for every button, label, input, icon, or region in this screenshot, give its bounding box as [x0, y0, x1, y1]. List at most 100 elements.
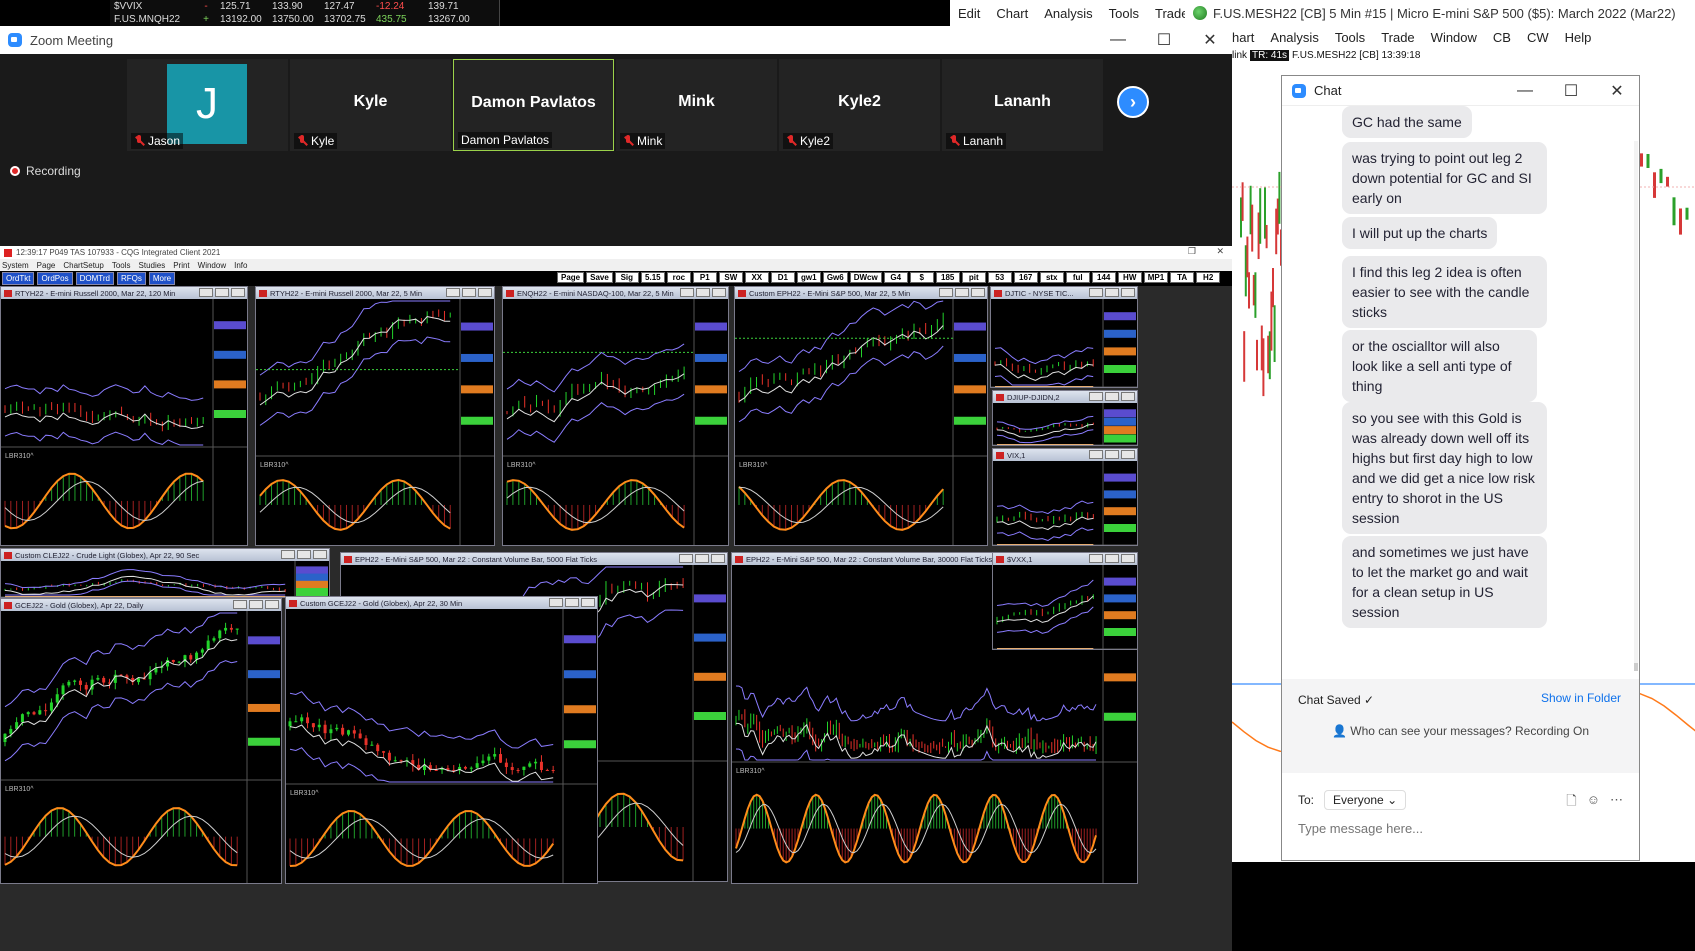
restore-button[interactable]: ❐ — [1187, 246, 1196, 256]
minimize-button[interactable] — [679, 554, 693, 563]
page-toolbar-button[interactable]: P1 — [692, 272, 717, 283]
menu-cw[interactable]: CW — [1526, 29, 1549, 45]
chart-window-titlebar[interactable]: VIX,1 — [993, 449, 1137, 461]
page-toolbar-button[interactable]: 144 — [1091, 272, 1116, 283]
minimize-button[interactable] — [1089, 288, 1103, 297]
maximize-button[interactable]: ☐ — [1563, 83, 1579, 100]
minimize-button[interactable] — [446, 288, 460, 297]
page-toolbar-button[interactable]: gw1 — [796, 272, 821, 283]
show-in-folder-link[interactable]: Show in Folder — [1540, 691, 1621, 705]
chart-canvas[interactable]: LBR310^ — [1, 299, 247, 545]
chart-window[interactable]: Custom CLEJ22 - Crude Light (Globex), Ap… — [0, 548, 330, 598]
maximize-button[interactable] — [249, 600, 263, 609]
minimize-button[interactable] — [1089, 450, 1103, 459]
chat-message[interactable]: I will put up the charts — [1342, 217, 1498, 249]
page-toolbar-button[interactable]: pit — [961, 272, 986, 283]
chat-message[interactable]: or the oscialltor will also look like a … — [1342, 330, 1537, 402]
page-toolbar-button[interactable]: 167 — [1013, 272, 1038, 283]
page-toolbar-button[interactable]: Save — [586, 272, 613, 283]
close-button[interactable] — [1121, 554, 1135, 563]
maximize-button[interactable] — [695, 554, 709, 563]
cqg-titlebar[interactable]: 12:39:17 P049 TAS 107933 - CQG Integrate… — [0, 246, 1232, 259]
emoji-icon[interactable]: ☺ — [1586, 792, 1600, 807]
close-button[interactable] — [231, 288, 245, 297]
maximize-button[interactable] — [1105, 288, 1119, 297]
chart-window-titlebar[interactable]: RTYH22 - E-mini Russell 2000, Mar 22, 5 … — [256, 287, 494, 299]
page-toolbar-button[interactable]: G4 — [883, 272, 908, 283]
menu-chart[interactable]: hart — [1232, 29, 1255, 45]
maximize-button[interactable] — [565, 598, 579, 607]
close-button[interactable] — [1121, 392, 1135, 401]
chart-canvas[interactable]: LBR310^ — [991, 299, 1137, 387]
toolbar-button[interactable]: OrdTkt — [2, 272, 35, 285]
chart-canvas[interactable]: LBR310^ — [993, 403, 1137, 445]
maximize-button[interactable]: ☐ — [1156, 32, 1172, 49]
menu-studies[interactable]: Studies — [138, 260, 166, 270]
chat-message[interactable]: and sometimes we just have to let the ma… — [1342, 536, 1547, 628]
toolbar-button[interactable]: OrdPos — [37, 272, 73, 285]
menu-tools[interactable]: Tools — [1334, 29, 1366, 45]
page-toolbar-button[interactable]: D1 — [770, 272, 795, 283]
participant-tile[interactable]: J Jason — [127, 59, 288, 151]
chart-window[interactable]: RTYH22 - E-mini Russell 2000, Mar 22, 5 … — [255, 286, 495, 546]
chat-message[interactable]: was trying to point out leg 2 down poten… — [1342, 142, 1547, 214]
maximize-button[interactable] — [462, 288, 476, 297]
background-app-title[interactable]: F.US.MESH22 [CB] 5 Min #15 | Micro E-min… — [1185, 0, 1695, 26]
minimize-button[interactable]: — — [1517, 82, 1533, 99]
chart-window-titlebar[interactable]: DJTIC - NYSE TIC... — [991, 287, 1137, 299]
close-button[interactable]: ✕ — [1203, 32, 1217, 49]
close-button[interactable]: ✕ — [1216, 246, 1224, 256]
page-toolbar-button[interactable]: Page — [557, 272, 585, 283]
more-options-icon[interactable]: ⋯ — [1610, 792, 1623, 807]
page-toolbar-button[interactable]: SW — [718, 272, 743, 283]
menu-trade[interactable]: Trade — [1381, 29, 1415, 45]
participant-tile[interactable]: Lananh Lananh — [942, 59, 1103, 151]
chart-canvas[interactable]: LBR310^ — [735, 299, 987, 545]
chat-titlebar[interactable]: Chat — ☐ ✕ — [1282, 76, 1639, 106]
page-toolbar-button[interactable]: Sig — [614, 272, 639, 283]
minimize-button[interactable] — [680, 288, 694, 297]
maximize-button[interactable] — [297, 550, 311, 559]
chart-window[interactable]: Custom EPH22 - E-Mini S&P 500, Mar 22, 5… — [734, 286, 988, 546]
menu-tools[interactable]: Tools — [111, 260, 131, 270]
close-button[interactable] — [478, 288, 492, 297]
chart-window-titlebar[interactable]: Custom EPH22 - E-Mini S&P 500, Mar 22, 5… — [735, 287, 987, 299]
close-button[interactable]: ✕ — [1610, 83, 1624, 100]
maximize-button[interactable] — [696, 288, 710, 297]
chart-window-titlebar[interactable]: GCEJ22 - Gold (Globex), Apr 22, Daily — [1, 599, 281, 611]
chart-canvas[interactable]: LBR310^ — [1, 611, 281, 883]
participant-tile-active-speaker[interactable]: Damon Pavlatos Damon Pavlatos — [453, 59, 614, 151]
participant-tile[interactable]: Kyle2 Kyle2 — [779, 59, 940, 151]
chat-scrollbar[interactable] — [1634, 141, 1638, 671]
menu-window[interactable]: Window — [1430, 29, 1477, 45]
chat-message[interactable]: so you see with this Gold is was already… — [1342, 402, 1547, 534]
next-page-button[interactable]: › — [1117, 86, 1149, 118]
menu-chartsetup[interactable]: ChartSetup — [63, 260, 104, 270]
participant-tile[interactable]: Kyle Kyle — [290, 59, 451, 151]
chart-window[interactable]: GCEJ22 - Gold (Globex), Apr 22, Daily LBR… — [0, 598, 282, 884]
menu-print[interactable]: Print — [173, 260, 190, 270]
chat-message-list[interactable]: GC had the same was trying to point out … — [1282, 106, 1641, 678]
menu-chart[interactable]: Chart — [996, 5, 1029, 21]
chart-canvas[interactable]: LBR310^ — [256, 299, 494, 545]
page-toolbar-button[interactable]: 185 — [935, 272, 960, 283]
close-button[interactable] — [313, 550, 327, 559]
recording-indicator[interactable]: Recording — [10, 164, 81, 178]
page-toolbar-button[interactable]: roc — [666, 272, 691, 283]
chart-window[interactable]: DJTIC - NYSE TIC...LBR310^ — [990, 286, 1138, 388]
page-toolbar-button[interactable]: Gw6 — [822, 272, 848, 283]
close-button[interactable] — [265, 600, 279, 609]
chart-window-titlebar[interactable]: Custom CLEJ22 - Crude Light (Globex), Ap… — [1, 549, 329, 561]
menu-tools[interactable]: Tools — [1108, 5, 1139, 21]
chart-window-titlebar[interactable]: EPH22 - E-Mini S&P 500, Mar 22 : Constan… — [341, 553, 727, 565]
chart-canvas[interactable]: LBR310^ — [993, 565, 1137, 649]
chart-window[interactable]: ENQH22 - E-mini NASDAQ-100, Mar 22, 5 Mi… — [502, 286, 729, 546]
menu-info[interactable]: Info — [234, 260, 248, 270]
menu-page[interactable]: Page — [36, 260, 56, 270]
maximize-button[interactable] — [1105, 450, 1119, 459]
chat-message[interactable]: I find this leg 2 idea is often easier t… — [1342, 256, 1547, 328]
menu-trade[interactable]: Trade — [1154, 5, 1189, 21]
chart-window-titlebar[interactable]: $VXX,1 — [993, 553, 1137, 565]
page-toolbar-button[interactable]: HW — [1117, 272, 1142, 283]
menu-help[interactable]: Help — [1564, 29, 1592, 45]
